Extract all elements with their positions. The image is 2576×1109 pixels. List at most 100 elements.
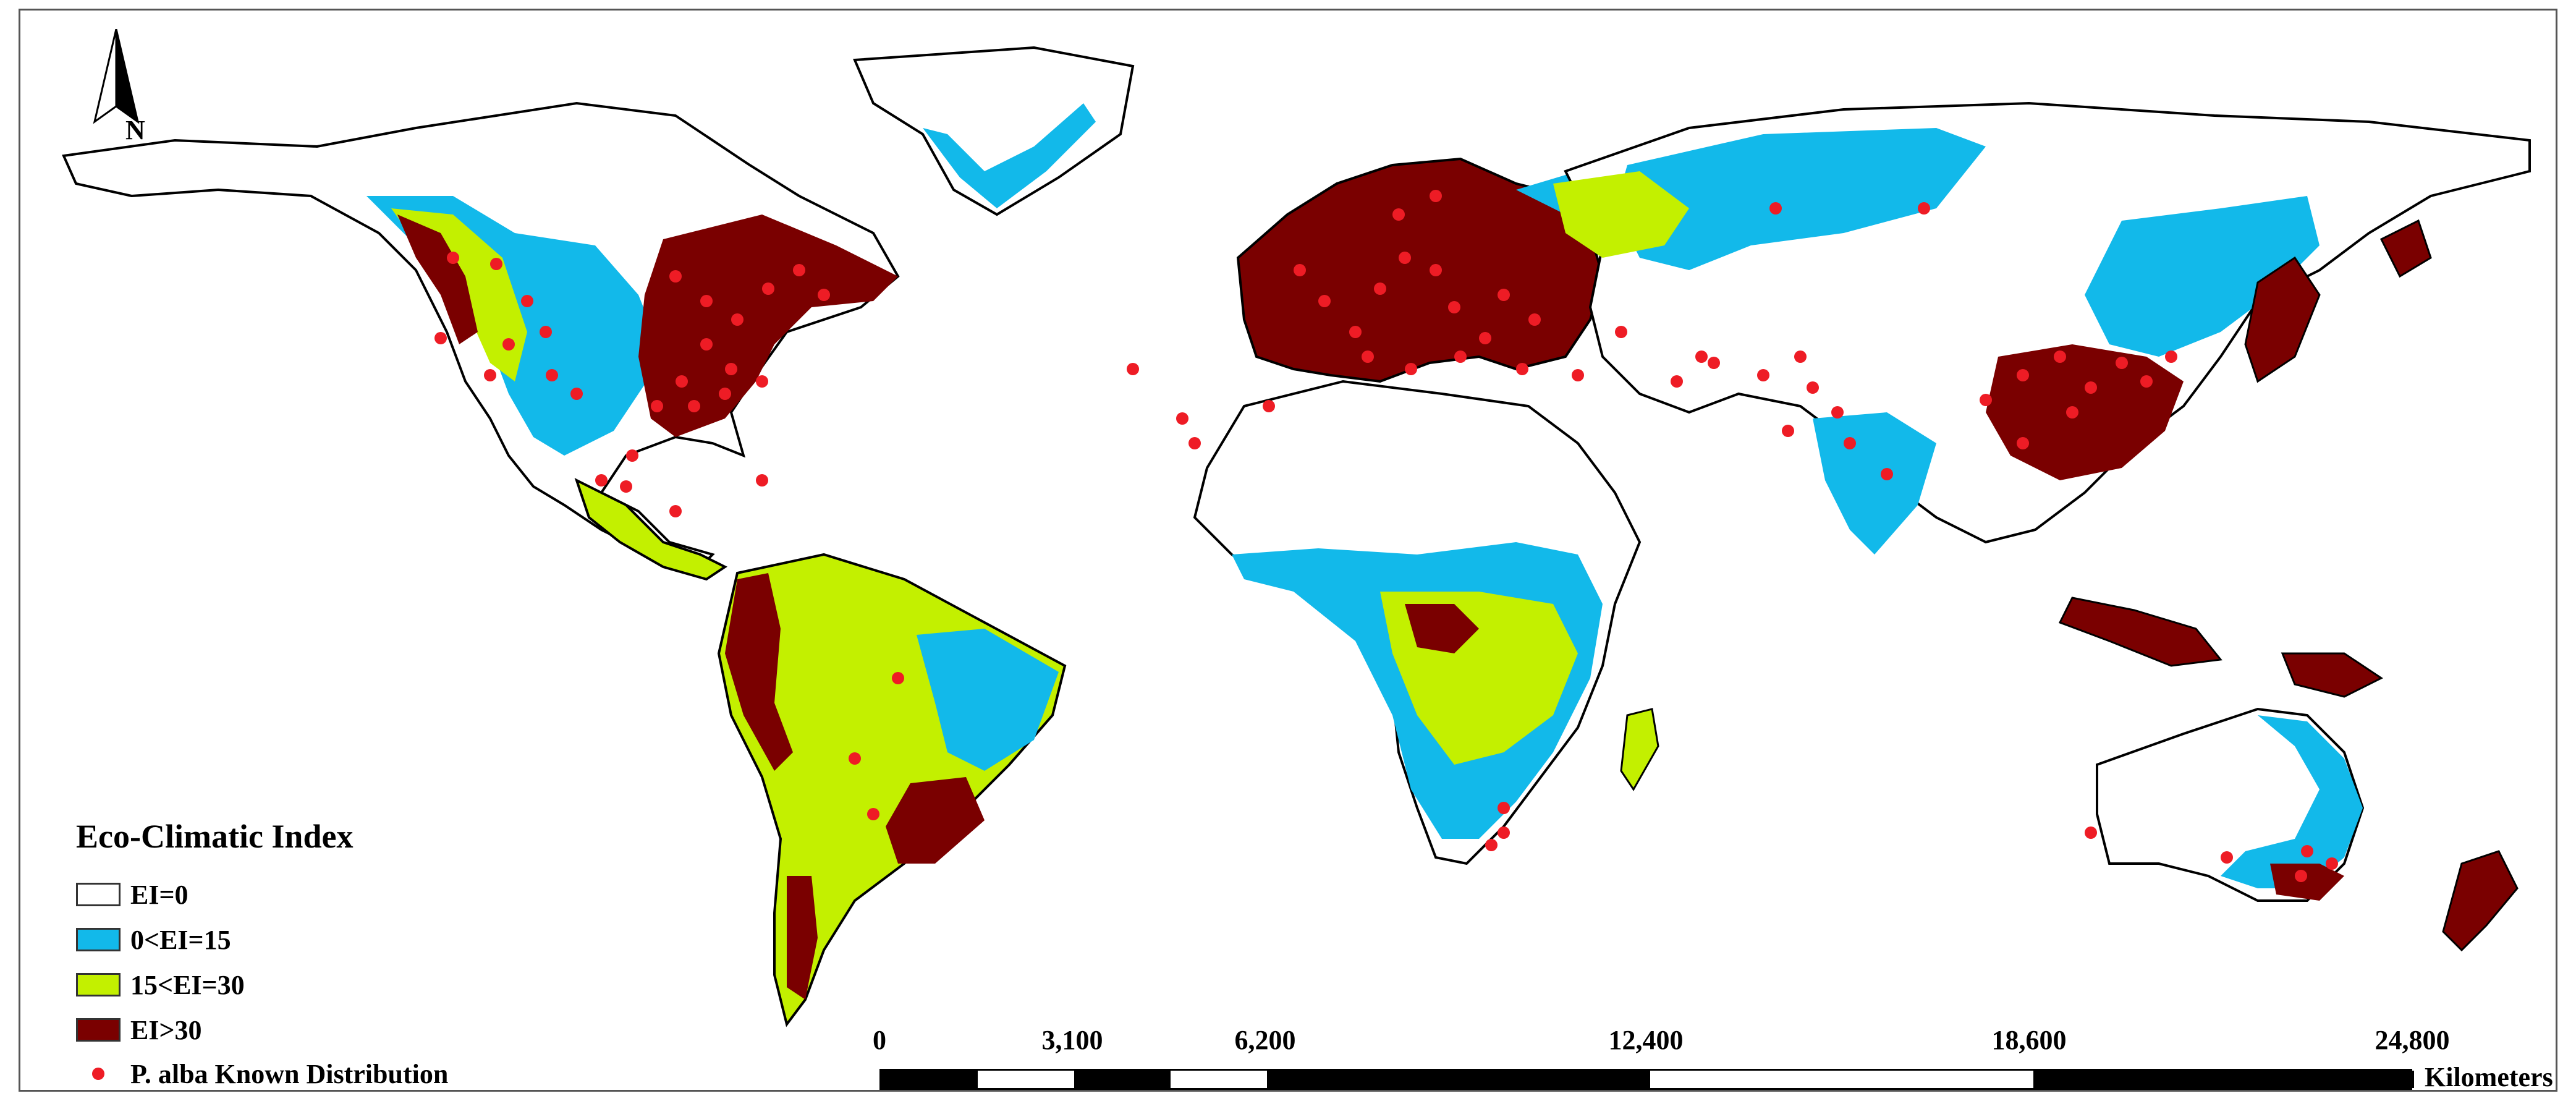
distribution-point-21 (756, 375, 768, 388)
south-america-red-west (725, 573, 793, 771)
distribution-point-77 (2221, 851, 2233, 864)
distribution-point-8 (434, 332, 447, 344)
distribution-point-47 (1615, 326, 1627, 338)
distribution-point-45 (1516, 363, 1528, 375)
north-america-red-east (638, 215, 898, 437)
distribution-point-6 (570, 388, 583, 400)
distribution-point-61 (2054, 351, 2066, 363)
distribution-point-49 (1708, 357, 1720, 369)
north-arrow-icon (76, 28, 156, 147)
distribution-point-60 (2017, 369, 2029, 381)
distribution-point-7 (484, 369, 496, 381)
southeast-asia-islands (2058, 597, 2222, 667)
scale-segment-3 (1267, 1071, 1650, 1088)
distribution-point-46 (1572, 369, 1584, 381)
scale-segment-4 (2033, 1071, 2414, 1088)
legend-label-ei-0: EI=0 (130, 879, 189, 910)
legend-swatch-ei-0 (76, 883, 121, 906)
europe (1236, 157, 1604, 383)
australia-blue (2221, 715, 2363, 888)
known-distribution-points (434, 190, 2338, 882)
distribution-point-30 (1294, 264, 1306, 276)
greenland-blue (923, 103, 1096, 208)
distribution-point-27 (892, 672, 904, 684)
china-red (1986, 344, 2184, 480)
distribution-point-26 (756, 474, 768, 487)
legend-label-ei-15-30: 15<EI=30 (130, 969, 245, 1000)
distribution-point-5 (546, 369, 558, 381)
distribution-point-14 (818, 289, 830, 301)
legend-dot-swatch (76, 1062, 121, 1086)
distribution-point-24 (595, 474, 608, 487)
distribution-point-20 (719, 388, 731, 400)
distribution-point-64 (2140, 375, 2153, 388)
distribution-point-65 (2165, 351, 2177, 363)
distribution-point-28 (849, 752, 861, 765)
distribution-point-4 (502, 338, 515, 351)
distribution-point-44 (1454, 351, 1467, 363)
distribution-point-68 (2017, 437, 2029, 449)
distribution-point-19 (688, 400, 700, 412)
distribution-point-69 (1127, 363, 1139, 375)
distribution-point-32 (1349, 326, 1362, 338)
distribution-point-34 (1399, 252, 1411, 264)
distribution-point-73 (1498, 802, 1510, 814)
australia-red-southeast (2270, 864, 2344, 901)
distribution-point-54 (1782, 425, 1794, 437)
africa-red (1405, 604, 1479, 653)
legend-title: Eco-Climatic Index (76, 818, 354, 855)
distribution-point-52 (1807, 381, 1819, 394)
distribution-point-22 (626, 449, 638, 462)
scale-segment-2 (1074, 1071, 1171, 1088)
distribution-point-9 (669, 270, 682, 283)
scale-tick-12400: 12,400 (1608, 1025, 1684, 1055)
distribution-point-55 (1844, 437, 1856, 449)
north-america-red-west (397, 215, 478, 344)
distribution-point-75 (1485, 839, 1498, 851)
distribution-point-29 (867, 808, 879, 820)
distribution-point-43 (1405, 363, 1417, 375)
scale-tick-6200: 6,200 (1234, 1025, 1296, 1055)
asia-blue-north (1615, 128, 1986, 270)
scale-tick-18600: 18,600 (1991, 1025, 2067, 1055)
asia-blue-east (2085, 196, 2320, 357)
new-zealand (2442, 850, 2519, 952)
distribution-point-33 (1374, 283, 1386, 295)
distribution-point-13 (793, 264, 805, 276)
distribution-point-37 (1479, 332, 1491, 344)
distribution-point-48 (1671, 375, 1683, 388)
scale-bar-graphic (879, 1069, 2414, 1090)
distribution-point-38 (1498, 289, 1510, 301)
distribution-point-67 (2066, 406, 2078, 419)
distribution-point-12 (762, 283, 774, 295)
india-blue (1813, 412, 1936, 554)
world-map (62, 46, 2531, 1027)
distribution-point-57 (1769, 202, 1782, 215)
south-america-blue (917, 629, 1059, 771)
legend-item-ei-15-30: 15<EI=30 (76, 966, 245, 1003)
madagascar (1620, 708, 1659, 791)
distribution-point-56 (1881, 468, 1893, 480)
distribution-point-51 (1794, 351, 1807, 363)
south-america-red-southtip (787, 876, 818, 1000)
legend-swatch-ei-gt-30 (76, 1018, 121, 1042)
distribution-point-36 (1448, 301, 1460, 313)
distribution-point-70 (1176, 412, 1188, 425)
greenland (853, 46, 1135, 216)
distribution-point-23 (620, 480, 632, 493)
distribution-point-18 (651, 400, 663, 412)
distribution-point-31 (1318, 295, 1331, 307)
distribution-point-39 (1528, 313, 1541, 326)
new-guinea (2281, 652, 2383, 698)
legend-dot-icon (92, 1068, 104, 1080)
asia-green-northwest (1553, 171, 1689, 258)
distribution-point-16 (725, 363, 737, 375)
distribution-point-74 (1498, 826, 1510, 839)
south-america-red-southeast (886, 777, 985, 864)
north-label: N (125, 115, 145, 145)
distribution-point-80 (2326, 857, 2338, 870)
distribution-point-35 (1430, 264, 1442, 276)
kamchatka-red (2379, 219, 2432, 278)
distribution-point-15 (700, 338, 713, 351)
legend-label-ei-gt-30: EI>30 (130, 1014, 202, 1045)
